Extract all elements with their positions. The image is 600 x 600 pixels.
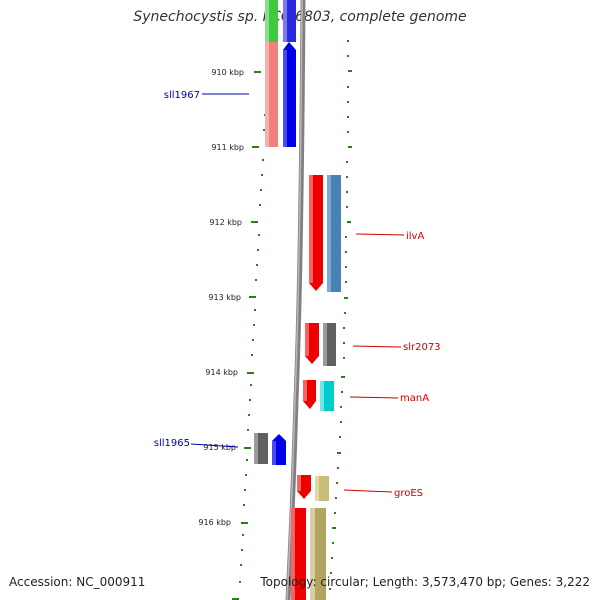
- scale-ticks: [232, 71, 261, 600]
- tick-914: [247, 372, 254, 374]
- gene-gray-left: [254, 433, 268, 464]
- leader-manA: [349, 396, 399, 399]
- tick-label-914: 914 kbp: [205, 368, 238, 377]
- tick-label-916: 916 kbp: [198, 518, 231, 527]
- gene-salmon: [265, 42, 278, 147]
- gene-label-sll1967: sll1967: [164, 90, 200, 101]
- gene-sll1965: [272, 434, 286, 465]
- tick-916: [241, 522, 248, 524]
- tick-910: [254, 71, 261, 73]
- tick-911: [252, 146, 259, 148]
- gene-label-slr2073: slr2073: [403, 342, 441, 353]
- leader-slr2073: [352, 345, 402, 348]
- gene-red-bottom: [291, 508, 306, 600]
- leader-sll1965: [190, 443, 239, 448]
- tick-label-912: 912 kbp: [209, 218, 242, 227]
- tick-912: [251, 221, 258, 223]
- gene-gray-slr: [323, 323, 336, 366]
- gene-label-manA: manA: [400, 393, 429, 404]
- right-track-guide: [329, 40, 352, 590]
- accession-text: Accession: NC_000911: [9, 575, 146, 589]
- gene-leader-lines: [190, 93, 405, 493]
- gene-steelblue: [327, 175, 341, 292]
- gene-groES: [297, 475, 311, 499]
- gene-label-ilvA: ilvA: [406, 231, 424, 242]
- gene-ilvA: [309, 175, 323, 291]
- tick-label-913: 913 kbp: [208, 293, 241, 302]
- gene-labels: sll1967 ilvA slr2073 manA sll1965 groES: [154, 90, 441, 499]
- gene-cyan: [320, 381, 334, 411]
- scale-tick-labels: 910 kbp 911 kbp 912 kbp 913 kbp 914 kbp …: [198, 68, 244, 527]
- leader-ilvA: [355, 233, 405, 236]
- tick-label-910: 910 kbp: [211, 68, 244, 77]
- tick-915: [244, 447, 251, 449]
- gene-sll1967: [283, 42, 296, 147]
- gene-slr2073: [305, 323, 319, 364]
- gene-green-top: [265, 0, 278, 42]
- tick-label-911: 911 kbp: [211, 143, 244, 152]
- gene-label-sll1965: sll1965: [154, 438, 190, 449]
- genome-summary-text: Topology: circular; Length: 3,573,470 bp…: [260, 575, 590, 589]
- tick-label-915: 915 kbp: [203, 443, 236, 452]
- gene-khaki-1: [315, 476, 329, 501]
- map-title: Synechocystis sp. PCC 6803, complete gen…: [133, 9, 467, 25]
- gene-khaki-bottom: [310, 508, 326, 600]
- leader-groES: [343, 489, 393, 493]
- gene-label-groES: groES: [394, 488, 423, 499]
- gene-sll1967-region-blue-top: [283, 0, 296, 42]
- tick-913: [249, 296, 256, 298]
- gene-manA: [303, 380, 316, 409]
